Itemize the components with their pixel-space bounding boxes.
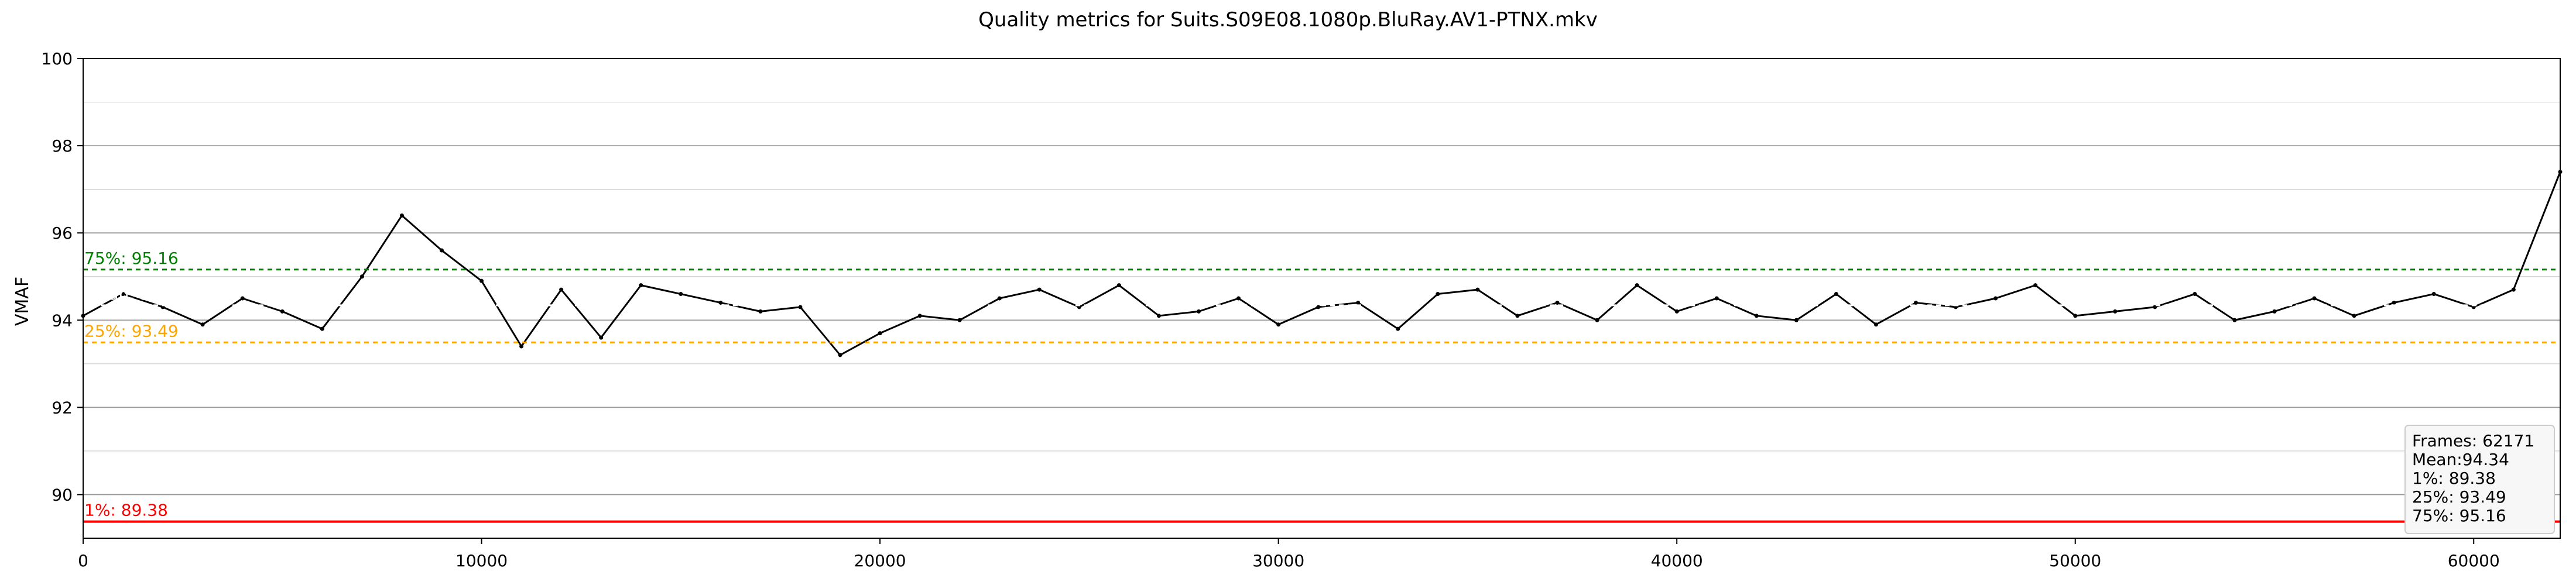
data-point [399, 213, 404, 218]
y-tick-label: 90 [52, 485, 73, 504]
y-tick-label: 94 [52, 311, 73, 330]
stats-box-frame [2404, 425, 2555, 534]
stats-box-line: 75%: 95.16 [2412, 506, 2506, 525]
data-point [1794, 318, 1799, 322]
y-tick-label: 100 [42, 49, 73, 68]
chart-title: Quality metrics for Suits.S09E08.1080p.B… [978, 8, 1598, 32]
stats-box-line: Mean:94.34 [2412, 450, 2509, 469]
data-point [359, 274, 364, 279]
data-point [1873, 322, 1878, 327]
data-point [2352, 314, 2356, 318]
data-point [2431, 292, 2436, 297]
data-point [758, 309, 763, 314]
data-point [2073, 314, 2078, 318]
data-point [2232, 318, 2237, 322]
data-point [121, 292, 125, 297]
y-tick-label: 98 [52, 136, 73, 156]
series-layer [81, 170, 2563, 357]
x-tick-label: 30000 [1252, 551, 1304, 570]
y-axis-label: VMAF [12, 277, 33, 326]
data-point [1754, 314, 1759, 318]
data-point [1197, 309, 1201, 314]
data-point [718, 300, 723, 305]
data-point [917, 314, 922, 318]
x-tick-label: 40000 [1651, 551, 1703, 570]
data-point [599, 335, 604, 340]
stats-box-line: 25%: 93.49 [2412, 487, 2506, 507]
y-tick-label: 92 [52, 398, 73, 417]
data-point [1236, 296, 1241, 301]
y-tick-label: 96 [52, 223, 73, 243]
reference-line-label: Mean: 94.34 [84, 284, 187, 304]
data-point [639, 283, 643, 288]
data-point [2033, 283, 2038, 288]
data-point [280, 309, 285, 314]
data-point [1475, 287, 1480, 292]
data-point [2511, 287, 2516, 292]
data-point [2113, 309, 2118, 314]
data-point [519, 344, 524, 349]
data-point [1635, 283, 1639, 288]
data-point [2272, 309, 2277, 314]
x-tick-label: 50000 [2049, 551, 2101, 570]
data-point [1156, 314, 1161, 318]
x-tick-label: 10000 [455, 551, 508, 570]
reference-line-label: 25%: 93.49 [84, 321, 179, 340]
data-point [1276, 322, 1281, 327]
data-point [320, 326, 324, 331]
plot-frame [83, 58, 2561, 539]
data-point [1674, 309, 1679, 314]
data-point [240, 296, 245, 301]
data-point [439, 248, 444, 253]
data-point [679, 292, 683, 297]
data-point [957, 318, 962, 322]
data-point [1913, 300, 1918, 305]
x-tick-label: 60000 [2448, 551, 2500, 570]
data-point [2312, 296, 2317, 301]
data-point [997, 296, 1002, 301]
x-tick-label: 20000 [854, 551, 906, 570]
stats-box-line: 1%: 89.38 [2412, 469, 2496, 488]
axis-layer: 90 92 94 96 98 100 0 10000 20000 30000 40000 50000 6… [42, 49, 2561, 570]
data-point [1714, 296, 1719, 301]
data-point [1555, 300, 1560, 305]
data-point [1037, 287, 1042, 292]
data-point [479, 278, 484, 283]
data-point [2392, 300, 2396, 305]
data-point [798, 305, 803, 309]
x-tick-label: 0 [78, 551, 88, 570]
reference-line-label: 1%: 89.38 [84, 501, 168, 520]
data-point [1436, 292, 1440, 297]
data-point [1116, 283, 1121, 288]
data-point [1595, 318, 1599, 322]
data-point [559, 287, 564, 292]
data-point [200, 322, 205, 327]
data-point [838, 353, 842, 357]
data-point [1993, 296, 1998, 301]
data-point [1396, 326, 1400, 331]
stats-box-line: Frames: 62171 [2412, 431, 2534, 450]
data-point [1515, 314, 1520, 318]
data-point [1834, 292, 1838, 297]
data-point [2193, 292, 2197, 297]
reference-line-label: 75%: 95.16 [84, 249, 179, 268]
data-point [1356, 300, 1361, 305]
data-point [878, 331, 882, 336]
